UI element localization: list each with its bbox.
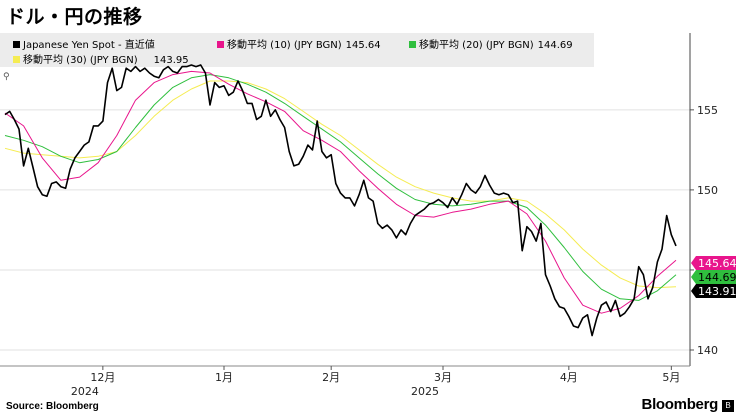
legend-item-ma30: 移動平均 (30) (JPY BGN) 143.95 — [13, 51, 189, 66]
page-title: ドル・円の推移 — [6, 6, 143, 28]
legend-value-ma20: 144.69 — [537, 40, 573, 51]
legend-swatch-ma10 — [217, 41, 224, 48]
legend: ⚲ Japanese Yen Spot - 直近値 移動平均 (10) (JPY… — [0, 33, 594, 82]
x-tick-label: 5月 — [662, 371, 680, 384]
legend-swatch-ma30 — [13, 56, 20, 63]
legend-value-ma10: 145.64 — [345, 40, 381, 51]
legend-value-ma30: 143.95 — [153, 55, 189, 66]
legend-label-spot: Japanese Yen Spot - 直近値 — [23, 40, 155, 51]
end-value-label: 145.64 — [698, 257, 737, 270]
legend-item-spot: Japanese Yen Spot - 直近値 — [13, 36, 155, 51]
series-line-0 — [4, 64, 677, 337]
x-tick-label: 3月 — [434, 371, 452, 384]
source-note: Source: Bloomberg — [6, 401, 99, 412]
x-tick-label: 4月 — [560, 371, 578, 384]
end-value-flag — [691, 256, 736, 270]
brand-name: Bloomberg — [641, 396, 719, 413]
y-tick-label: 155 — [697, 104, 718, 117]
end-value-flag — [691, 284, 736, 298]
end-value-flag — [691, 270, 736, 284]
x-tick-year-label: 2024 — [71, 385, 99, 398]
end-value-label: 144.69 — [698, 271, 737, 284]
legend-swatch-spot — [13, 41, 20, 48]
end-value-label: 143.91 — [698, 285, 737, 298]
legend-label-ma20: 移動平均 (20) (JPY BGN) — [419, 40, 534, 51]
x-tick-label: 1月 — [215, 371, 233, 384]
y-tick-label: 140 — [697, 344, 718, 357]
legend-item-ma10: 移動平均 (10) (JPY BGN) 145.64 — [217, 36, 381, 51]
x-tick-label: 2月 — [322, 371, 340, 384]
series-line-2 — [4, 74, 677, 301]
x-tick-label: 12月 — [90, 371, 115, 384]
legend-label-ma30: 移動平均 (30) (JPY BGN) — [23, 55, 138, 66]
x-tick-year-label: 2025 — [411, 385, 439, 398]
series-line-1 — [4, 70, 677, 314]
legend-label-ma10: 移動平均 (10) (JPY BGN) — [227, 40, 342, 51]
legend-item-ma20: 移動平均 (20) (JPY BGN) 144.69 — [409, 36, 573, 51]
gear-icon[interactable]: ⚲ — [3, 72, 10, 82]
series-line-3 — [4, 80, 677, 289]
bloomberg-logo-icon: B — [722, 400, 734, 412]
legend-swatch-ma20 — [409, 41, 416, 48]
y-tick-label: 150 — [697, 184, 718, 197]
